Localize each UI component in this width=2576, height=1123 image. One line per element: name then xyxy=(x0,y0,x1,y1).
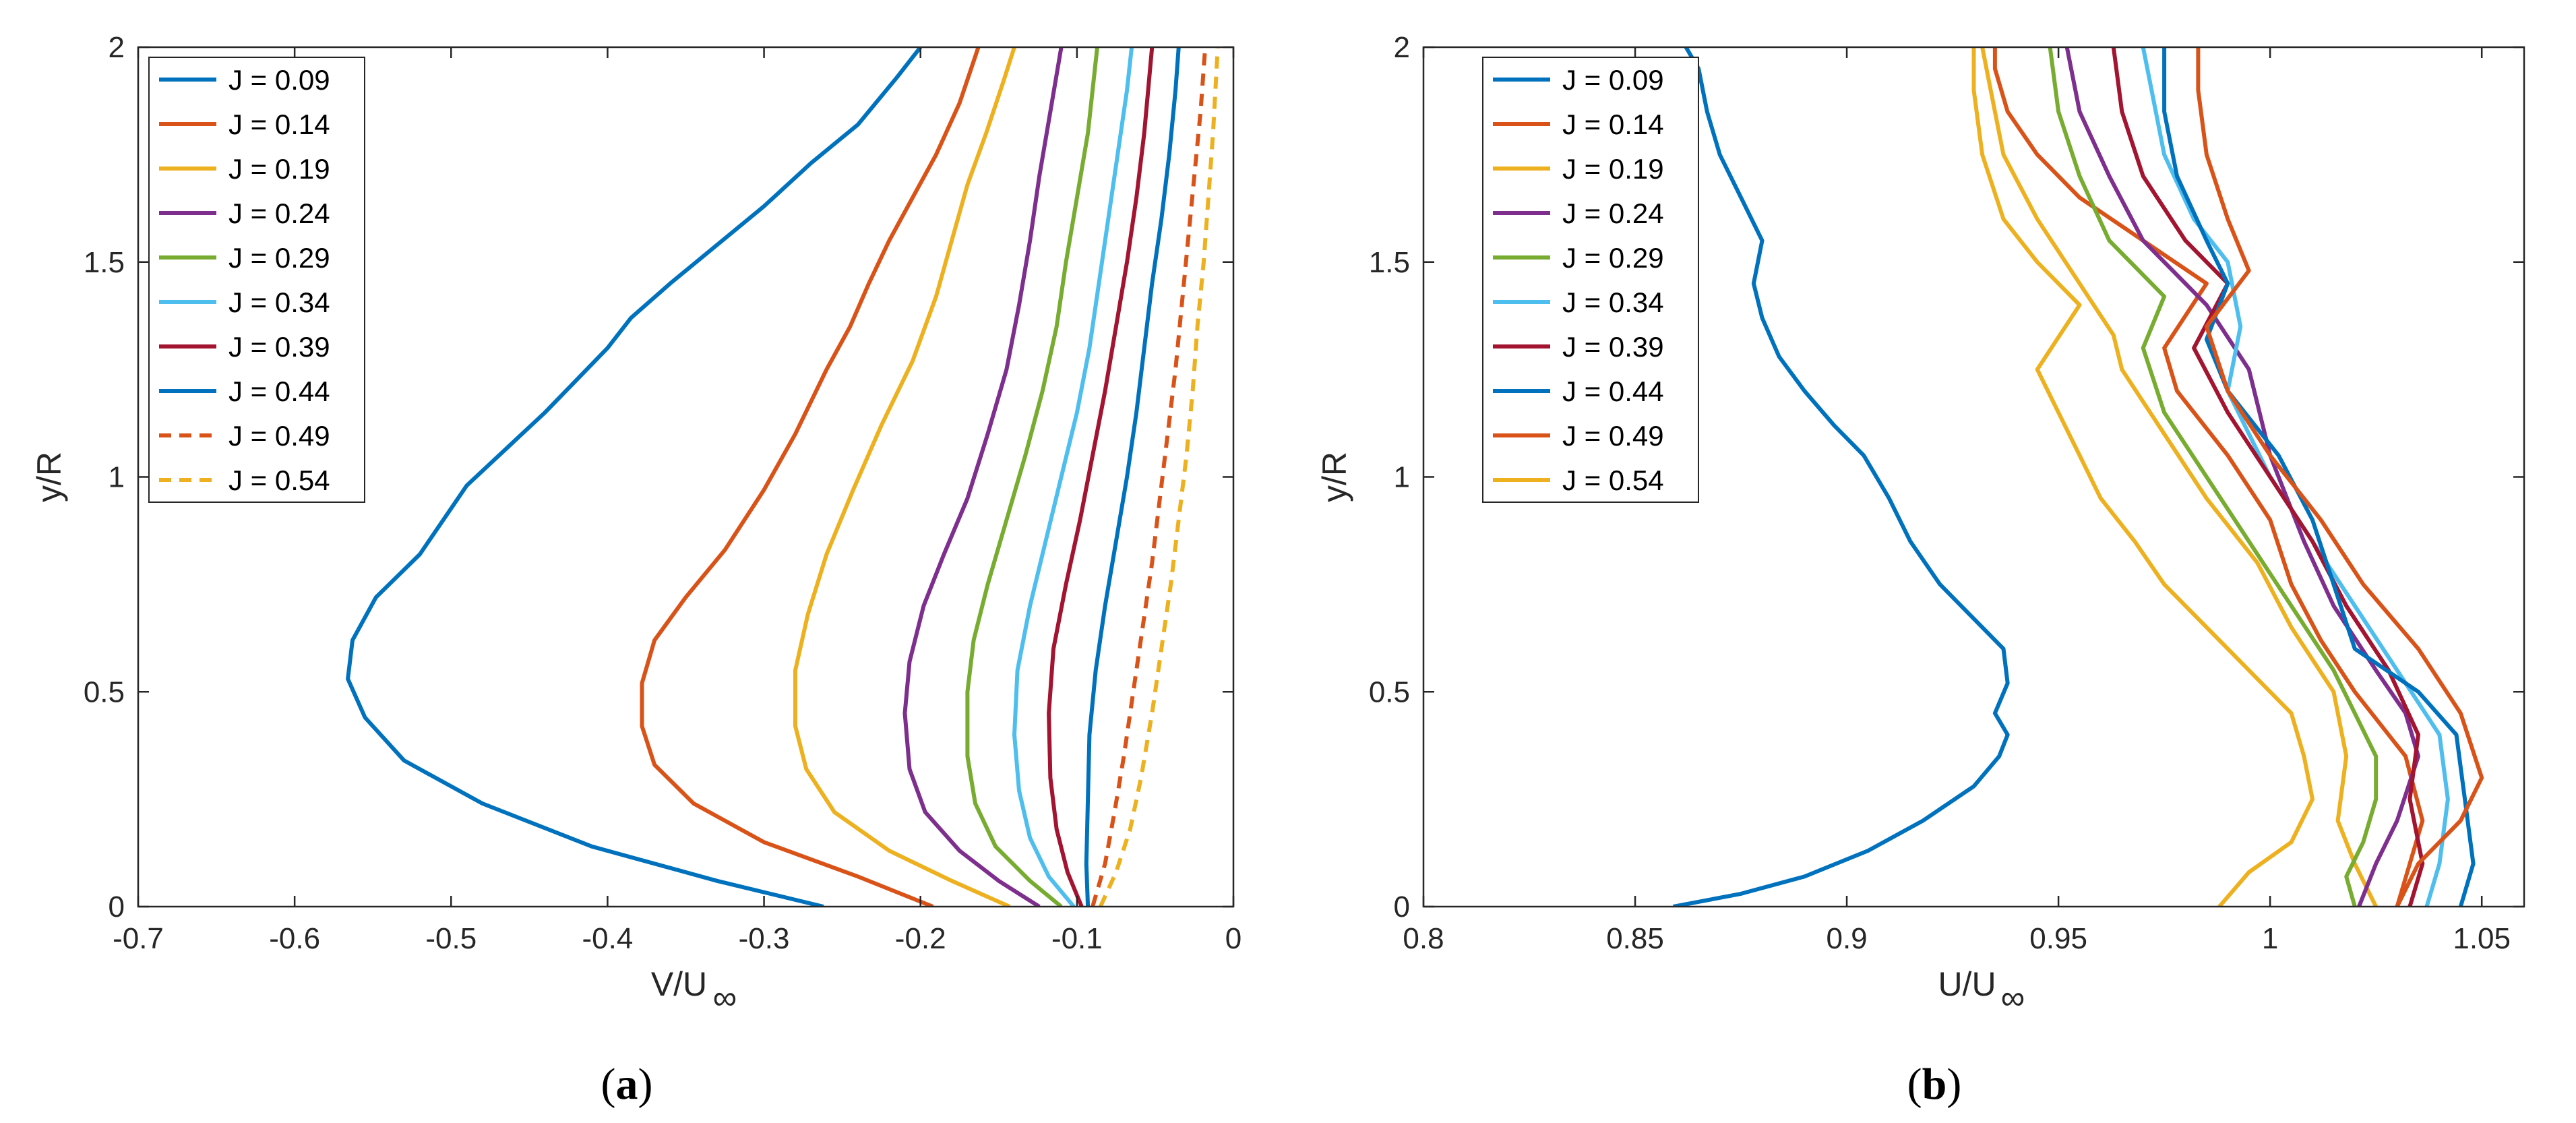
series-line-019 xyxy=(793,47,1016,907)
series-line-029 xyxy=(965,47,1099,907)
y-tick-label: 0.5 xyxy=(1369,675,1410,708)
legend-label: J = 0.09 xyxy=(1562,64,1664,96)
y-tick-label: 1.5 xyxy=(1369,246,1410,279)
legend-label: J = 0.39 xyxy=(228,331,330,363)
x-tick-label: -0.1 xyxy=(1051,922,1103,955)
y-tick-label: 0 xyxy=(1394,890,1410,923)
series-line-019 xyxy=(1980,47,2378,907)
legend-label: J = 0.44 xyxy=(1562,375,1664,407)
y-tick-label: 1 xyxy=(1394,461,1410,494)
y-tick-label: 1 xyxy=(109,461,125,494)
x-tick-label: -0.3 xyxy=(739,922,790,955)
x-tick-label: 0.85 xyxy=(1606,922,1664,955)
y-tick-label: 2 xyxy=(1394,31,1410,64)
series-line-044 xyxy=(1084,47,1181,907)
legend-label: J = 0.34 xyxy=(1562,286,1664,318)
series-line-024 xyxy=(2064,47,2420,907)
series-line-054 xyxy=(1098,47,1220,907)
x-axis-label-subscript: ∞ xyxy=(2001,979,2025,1016)
legend-label: J = 0.19 xyxy=(228,153,330,185)
x-tick-label: 0.9 xyxy=(1826,922,1867,955)
caption-letter: a xyxy=(616,1060,638,1109)
legend-label: J = 0.34 xyxy=(228,286,330,318)
legend-label: J = 0.44 xyxy=(228,375,330,407)
y-tick-label: 2 xyxy=(109,31,125,64)
series-line-029 xyxy=(2048,47,2379,907)
legend-label: J = 0.14 xyxy=(1562,109,1664,140)
y-axis-label: y/R xyxy=(1316,452,1353,502)
panel-caption: (a) xyxy=(601,1060,653,1109)
legend-box xyxy=(1482,57,1699,503)
legend-label: J = 0.09 xyxy=(228,64,330,96)
series-line-039 xyxy=(2111,47,2425,907)
y-tick-label: 0.5 xyxy=(84,675,125,708)
x-tick-label: 0.95 xyxy=(2029,922,2087,955)
series-line-049 xyxy=(2196,47,2484,907)
series-line-044 xyxy=(2162,47,2476,907)
x-tick-label: 1.05 xyxy=(2453,922,2511,955)
series-line-034 xyxy=(2141,47,2450,907)
series-line-039 xyxy=(1047,47,1155,907)
x-axis-label-subscript: ∞ xyxy=(713,979,737,1016)
x-tick-label: -0.6 xyxy=(269,922,320,955)
series-group xyxy=(1673,47,2484,907)
legend-label: J = 0.29 xyxy=(1562,242,1664,274)
y-tick-label: 0 xyxy=(109,890,125,923)
legend-label: J = 0.49 xyxy=(1562,420,1664,452)
legend-label: J = 0.39 xyxy=(1562,331,1664,363)
legend: J = 0.09 J = 0.14 J = 0.19 J = 0.24 J = 0.29… xyxy=(1482,57,1699,503)
series-line-054 xyxy=(1971,47,2314,907)
x-tick-label: 0.8 xyxy=(1403,922,1444,955)
legend-label: J = 0.24 xyxy=(1562,198,1664,229)
panel-caption: (b) xyxy=(1907,1060,1962,1109)
x-tick-label: -0.7 xyxy=(113,922,164,955)
series-line-049 xyxy=(1091,47,1208,907)
series-line-009 xyxy=(346,47,923,907)
x-axis-label: U/U xyxy=(1938,965,1996,1003)
x-tick-label: -0.5 xyxy=(425,922,477,955)
series-line-009 xyxy=(1673,47,2010,907)
y-axis-label: y/R xyxy=(30,452,68,502)
legend-label: J = 0.19 xyxy=(1562,153,1664,185)
caption-open: ( xyxy=(1907,1060,1922,1109)
y-tick-label: 1.5 xyxy=(84,246,125,279)
caption-letter: b xyxy=(1922,1060,1947,1109)
series-line-034 xyxy=(1012,47,1134,907)
x-tick-label: 1 xyxy=(2262,922,2278,955)
legend: J = 0.09 J = 0.14 J = 0.19 J = 0.24 J = 0.29… xyxy=(148,57,365,503)
x-tick-label: -0.4 xyxy=(582,922,634,955)
caption-close: ) xyxy=(1946,1060,1961,1109)
legend-label: J = 0.24 xyxy=(228,198,330,229)
x-tick-label: 0 xyxy=(1225,922,1241,955)
panel-a: -0.7 -0.6 -0.5 -0.4 -0.3 -0.2 -0.1 0 0 0.5 1 1.5 2 V/… xyxy=(30,31,1241,1109)
caption-open: ( xyxy=(601,1060,616,1109)
legend-label: J = 0.14 xyxy=(228,109,330,140)
caption-close: ) xyxy=(638,1060,653,1109)
series-line-014 xyxy=(640,47,981,907)
legend-label: J = 0.49 xyxy=(228,420,330,452)
panel-b: 0.8 0.85 0.9 0.95 1 1.05 0 0.5 1 1.5 2 U/U ∞ y/R J = 0… xyxy=(1316,31,2525,1109)
legend-label: J = 0.54 xyxy=(228,464,330,496)
legend-label: J = 0.29 xyxy=(228,242,330,274)
series-group xyxy=(346,47,1220,907)
series-line-014 xyxy=(1992,47,2425,907)
legend-label: J = 0.54 xyxy=(1562,464,1664,496)
x-axis-label: V/U xyxy=(651,965,707,1003)
legend-box xyxy=(148,57,365,503)
x-tick-label: -0.2 xyxy=(895,922,946,955)
series-line-024 xyxy=(902,47,1064,907)
